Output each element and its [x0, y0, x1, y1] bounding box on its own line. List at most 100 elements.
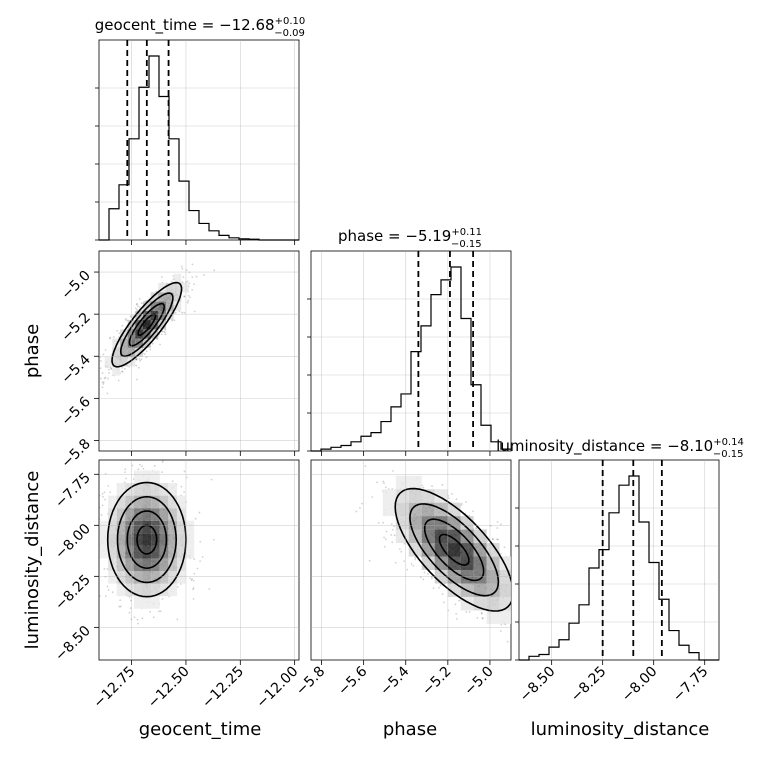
density-cell — [133, 520, 143, 534]
density-cell — [133, 596, 143, 609]
scatter-point — [57, 402, 59, 404]
density-cell — [168, 583, 177, 597]
scatter-point — [563, 588, 565, 590]
scatter-point — [158, 610, 160, 613]
scatter-point — [93, 500, 95, 502]
scatter-point — [163, 330, 166, 333]
scatter-point — [513, 614, 515, 616]
scatter-point — [460, 503, 463, 505]
density-cell — [168, 571, 177, 584]
scatter-point — [377, 521, 380, 524]
density-cell — [168, 533, 177, 546]
scatter-point — [100, 514, 103, 516]
density-cell — [382, 489, 396, 503]
density-cell — [142, 583, 152, 597]
scatter-point — [164, 331, 166, 334]
scatter-point — [137, 305, 139, 308]
scatter-point — [102, 353, 105, 356]
scatter-point — [101, 493, 104, 495]
density-cell — [159, 508, 169, 521]
scatter-point — [441, 483, 444, 486]
ylabel-luminosity-distance: luminosity_distance — [22, 471, 43, 650]
scatter-point — [159, 343, 161, 346]
scatter-point — [153, 436, 155, 438]
scatter-point — [191, 263, 194, 266]
title-plus: +0.10 — [275, 16, 306, 27]
density-cell — [421, 516, 435, 530]
scatter-point — [118, 332, 121, 335]
contour-line — [137, 313, 157, 337]
scatter-point — [421, 484, 424, 487]
panel-frame — [98, 250, 300, 452]
density-cell — [447, 543, 461, 557]
scatter-point — [514, 599, 516, 601]
scatter-point — [491, 538, 494, 540]
scatter-point — [504, 623, 507, 626]
scatter-point — [101, 504, 104, 507]
scatter-point — [192, 579, 195, 582]
density-cell — [125, 495, 134, 509]
density-cell — [151, 520, 160, 534]
scatter-point — [514, 573, 516, 575]
density-cell — [125, 558, 134, 572]
scatter-point — [141, 465, 143, 468]
scatter-point — [213, 269, 216, 272]
scatter-point — [394, 457, 396, 459]
scatter-point — [534, 614, 536, 616]
scatter-point — [140, 358, 143, 361]
scatter-point — [438, 586, 440, 589]
scatter-point — [135, 358, 138, 361]
density-cell — [151, 533, 160, 546]
density-cell — [143, 338, 151, 348]
scatter-point — [101, 372, 104, 375]
scatter-point — [149, 610, 151, 613]
density-cell — [159, 571, 169, 584]
scatter-point — [566, 618, 568, 620]
scatter-point — [391, 541, 394, 544]
scatter-point — [81, 389, 83, 391]
x-tick-label: −8.25 — [568, 664, 610, 706]
y-tick-label: −5.8 — [58, 436, 93, 471]
density-cell — [120, 329, 128, 339]
scatter-point — [137, 366, 140, 369]
density-cell — [133, 495, 143, 509]
scatter-point — [400, 550, 403, 553]
scatter-point — [393, 525, 396, 528]
scatter-point — [192, 587, 195, 589]
density-cell — [116, 533, 126, 546]
scatter-point — [170, 280, 173, 283]
scatter-point — [522, 587, 524, 589]
scatter-point — [129, 315, 132, 318]
scatter-point — [101, 386, 104, 389]
histogram-luminosity_distance — [515, 460, 719, 661]
contour-line — [136, 524, 158, 555]
density-cell — [120, 338, 128, 348]
scatter-point — [364, 458, 366, 460]
scatter-point — [102, 381, 105, 384]
scatter-point — [99, 361, 100, 363]
scatter-point — [472, 510, 474, 513]
scatter-point — [104, 498, 107, 501]
x-tick-label: −5.2 — [419, 664, 454, 699]
density-cell — [143, 301, 151, 311]
scatter-point — [161, 330, 164, 333]
scatter-point — [107, 377, 109, 380]
density-cell — [108, 533, 117, 546]
scatter-point — [524, 604, 526, 606]
scatter-point — [183, 295, 186, 298]
scatter-point — [537, 657, 539, 659]
scatter-point — [183, 311, 186, 314]
density-cell — [159, 495, 169, 509]
title-param-name: phase — [338, 227, 383, 245]
scatter-point — [161, 461, 164, 463]
density-cell — [125, 571, 134, 584]
scatter-point — [100, 377, 102, 380]
scatter-point — [145, 356, 148, 359]
scatter-point — [526, 604, 528, 606]
joint-panel-0 — [57, 251, 299, 451]
scatter-point — [465, 610, 468, 613]
scatter-point — [359, 506, 361, 509]
density-cell — [473, 570, 487, 584]
density-cell — [135, 329, 143, 339]
scatter-point — [124, 317, 127, 320]
